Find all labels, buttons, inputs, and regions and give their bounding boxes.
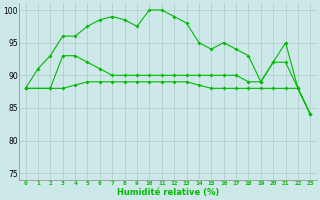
- X-axis label: Humidité relative (%): Humidité relative (%): [117, 188, 219, 197]
